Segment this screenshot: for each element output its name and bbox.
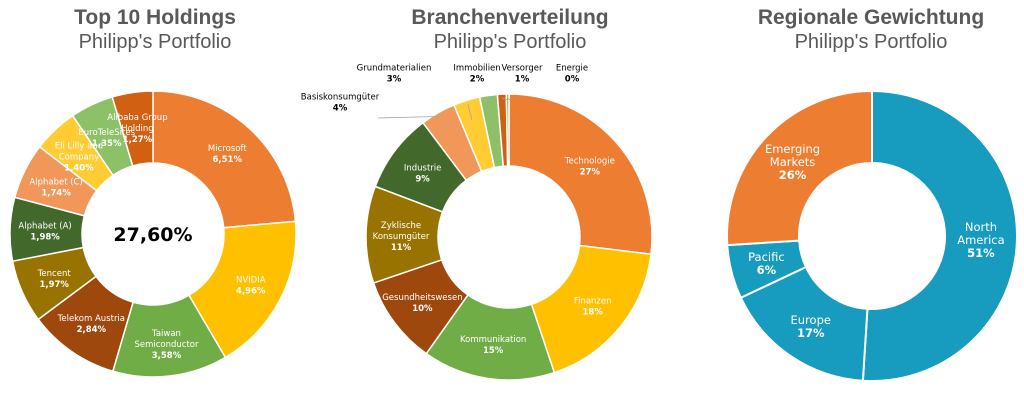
leader-line — [377, 115, 440, 119]
chart-subtitle: Philipp's Portfolio — [433, 31, 587, 53]
slice-label: Alphabet (A) — [18, 222, 71, 232]
slice-nvidia — [187, 220, 297, 359]
slice-label: Gesundheitswesen — [382, 293, 462, 303]
slice-value: 9% — [415, 175, 430, 185]
slice-value: 1% — [515, 74, 530, 84]
slice-europe — [739, 265, 869, 382]
slice-value: 1,27% — [123, 135, 153, 145]
top-holdings-chart: Top 10 Holdings Philipp's Portfolio Micr… — [0, 0, 310, 413]
slices — [365, 93, 653, 381]
slice-value: 17% — [797, 326, 825, 340]
slice-label: Markets — [770, 155, 816, 169]
slice-value: 1,40% — [64, 163, 94, 173]
slice-value: 11% — [391, 243, 412, 253]
slices — [726, 89, 1018, 382]
leader-line — [467, 104, 473, 121]
slice-label: Alibaba Group — [107, 113, 167, 123]
slice-label: Immobilien — [453, 63, 500, 73]
slice-label: Semiconductor — [134, 340, 199, 350]
slice-value: 1,97% — [39, 280, 69, 290]
slice-label: Energie — [556, 63, 588, 73]
slice-label: Finanzen — [574, 297, 612, 307]
chart-subtitle: Philipp's Portfolio — [794, 31, 948, 53]
slice-value: 6% — [757, 263, 777, 277]
slice-value: 3,58% — [152, 351, 182, 361]
slice-label: Zyklische — [381, 221, 421, 231]
sector-chart: Branchenverteilung Philipp's Portfolio T… — [301, 0, 670, 413]
slice-label: Alphabet (C) — [29, 178, 82, 188]
slice-label: Tencent — [37, 269, 72, 279]
slice-label: Basiskonsumgüter — [301, 92, 380, 102]
chart-subtitle: Philipp's Portfolio — [78, 31, 232, 53]
slice-alibaba-group-holding — [111, 90, 154, 167]
slice-label: Kommunikation — [460, 335, 526, 345]
slice-label: Grundmaterialien — [357, 63, 432, 73]
center-total: 27,60% — [113, 224, 192, 246]
slice-value: 4,96% — [236, 287, 266, 297]
slice-energie — [505, 93, 510, 167]
slice-value: 18% — [582, 308, 603, 318]
slice-value: 2,84% — [77, 325, 107, 335]
leader-line — [487, 99, 490, 111]
chart-title: Branchenverteilung — [411, 6, 609, 29]
slice-label: America — [957, 233, 1004, 247]
slice-value: 1,35% — [92, 139, 122, 149]
slice-label: NVIDIA — [236, 276, 266, 286]
slice-value: 0% — [565, 74, 580, 84]
leader-line — [507, 97, 511, 101]
slice-label: Telekom Austria — [57, 314, 125, 324]
slice-label: Company — [59, 152, 99, 162]
slice-label: Pacific — [748, 250, 785, 264]
slice-technologie — [508, 93, 653, 256]
slice-label: Microsoft — [208, 144, 247, 154]
leader-line — [501, 97, 509, 101]
slice-value: 1,74% — [41, 189, 71, 199]
slice-emerging-markets — [726, 89, 873, 247]
slice-value: 4% — [333, 103, 348, 113]
slice-value: 27% — [580, 168, 601, 178]
slice-label: Eli Lilly and — [55, 141, 103, 151]
slice-label: Holding — [121, 124, 154, 134]
chart-title: Regionale Gewichtung — [757, 6, 985, 29]
slices — [9, 90, 297, 378]
slice-value: 10% — [412, 304, 433, 314]
slice-label: Konsumgüter — [373, 232, 430, 242]
slice-label: Technologie — [564, 157, 615, 167]
slice-value: 6,51% — [213, 155, 243, 165]
slice-microsoft — [152, 90, 297, 229]
slice-label: North — [965, 220, 997, 234]
slice-value: 3% — [387, 74, 402, 84]
slice-label: EuroTeleSites — [78, 128, 135, 138]
slice-value: 1,98% — [30, 233, 60, 243]
slice-label: Emerging — [765, 142, 820, 156]
slice-label: Versorger — [502, 63, 543, 73]
slice-north-america — [861, 89, 1018, 382]
slice-label: Industrie — [404, 164, 442, 174]
slice-value: 15% — [483, 346, 504, 356]
slice-value: 2% — [470, 74, 485, 84]
slice-value: 26% — [779, 168, 807, 182]
slice-value: 51% — [967, 246, 995, 260]
slice-label: Europe — [791, 313, 831, 327]
slice-finanzen — [530, 244, 652, 374]
slice-label: Taiwan — [151, 329, 181, 339]
chart-title: Top 10 Holdings — [74, 6, 236, 29]
region-chart: Regionale Gewichtung Philipp's Portfolio… — [718, 0, 1024, 413]
